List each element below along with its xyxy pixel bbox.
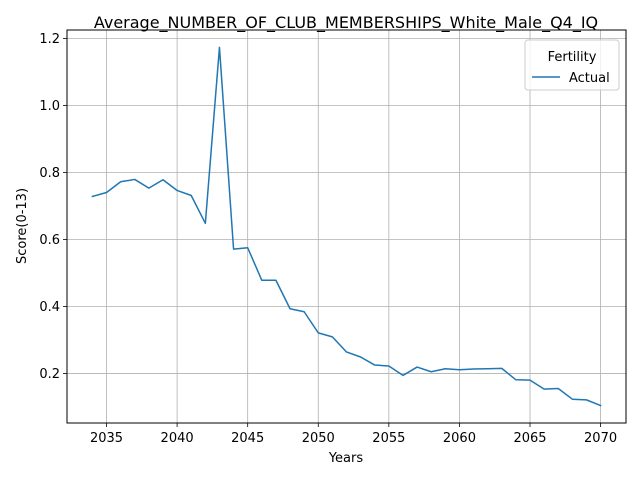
y-tick-label: 0.2: [39, 367, 60, 382]
x-axis-label: Years: [328, 451, 364, 466]
series-layer: [91, 46, 602, 407]
x-tick-label: 2035: [90, 431, 123, 446]
y-tick-label: 0.6: [39, 233, 60, 248]
x-tick-label: 2055: [372, 431, 405, 446]
y-tick-label: 0.4: [39, 300, 60, 315]
y-axis-label: Score(0-13): [15, 188, 30, 264]
legend: Fertility Actual: [524, 39, 620, 91]
axis-ticks: 2035 2040 2045 2050 2055 2060 2065 2070 0.2 0.4 0.…: [39, 32, 617, 446]
x-tick-label: 2045: [231, 431, 264, 446]
x-tick-label: 2050: [302, 431, 335, 446]
y-tick-label: 0.8: [39, 166, 60, 181]
x-tick-label: 2060: [443, 431, 476, 446]
plot-frame: [66, 29, 627, 424]
x-tick-label: 2040: [161, 431, 194, 446]
chart-title: Average_NUMBER_OF_CLUB_MEMBERSHIPS_White…: [94, 13, 598, 33]
y-tick-label: 1.0: [39, 99, 60, 114]
grid: [67, 30, 626, 423]
series-line-actual: [91, 46, 602, 407]
x-tick-label: 2070: [584, 431, 617, 446]
legend-label-actual: Actual: [569, 71, 610, 86]
y-tick-label: 1.2: [39, 32, 60, 47]
x-tick-label: 2065: [513, 431, 546, 446]
legend-title: Fertility: [548, 50, 597, 65]
